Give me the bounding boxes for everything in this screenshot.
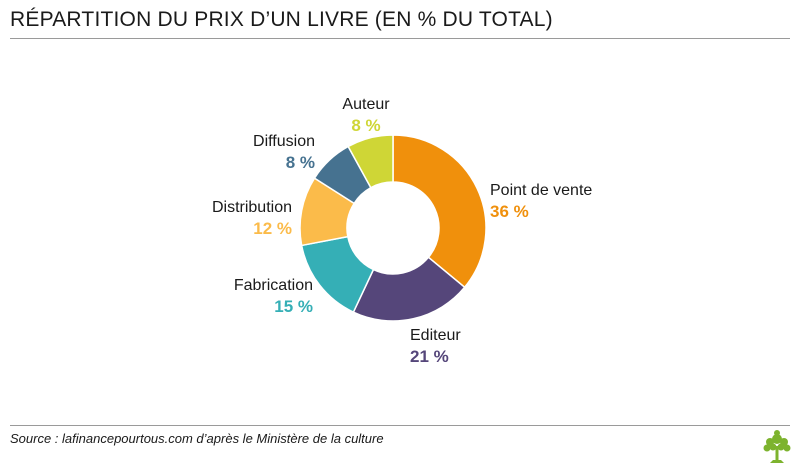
donut-slice	[352, 256, 466, 322]
slice-label: Fabrication	[234, 277, 313, 294]
slice-value-label: 21 %	[410, 347, 449, 366]
slice-value-label: 8 %	[351, 116, 380, 135]
slice-label: Auteur	[342, 96, 390, 113]
tree-icon	[763, 430, 791, 463]
slice-label: Point de vente	[490, 182, 592, 199]
footer-divider	[10, 425, 790, 426]
slice-value-label: 36 %	[490, 202, 529, 221]
slice-label: Diffusion	[253, 133, 315, 150]
title-divider	[10, 38, 790, 39]
donut-slice	[392, 134, 487, 289]
slice-value-label: 12 %	[253, 219, 292, 238]
slice-value-label: 8 %	[286, 153, 315, 172]
slice-label: Editeur	[410, 327, 461, 344]
chart-title: RÉPARTITION DU PRIX D’UN LIVRE (EN % DU …	[10, 8, 553, 31]
donut-slices	[299, 134, 487, 322]
slice-label: Distribution	[212, 199, 292, 216]
source-note: Source : lafinancepourtous.com d’après l…	[10, 431, 384, 446]
slice-value-label: 15 %	[274, 297, 313, 316]
slice-labels: Point de vente 36 % Editeur 21 % Fabrication…	[212, 96, 592, 366]
donut-slice	[347, 134, 394, 189]
